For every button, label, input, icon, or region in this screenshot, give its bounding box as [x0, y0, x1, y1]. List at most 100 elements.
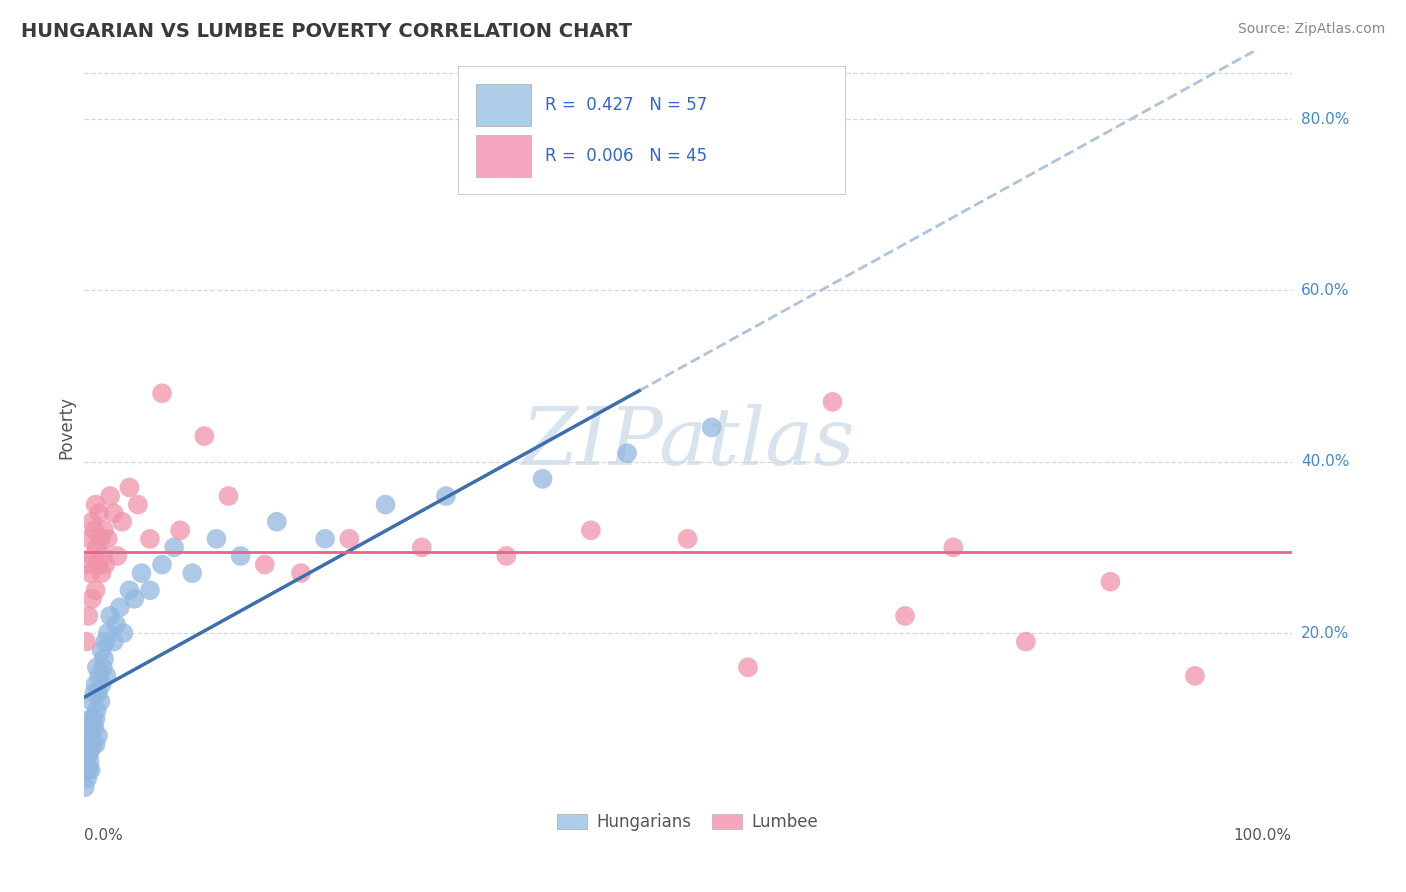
- Point: [434, 489, 457, 503]
- Y-axis label: Poverty: Poverty: [58, 396, 75, 459]
- Point: [82, 738, 104, 752]
- Point: [80, 729, 103, 743]
- Point: [79, 746, 101, 760]
- Point: [75, 763, 97, 777]
- Point: [150, 558, 173, 572]
- Point: [139, 532, 162, 546]
- Point: [531, 472, 554, 486]
- Point: [411, 541, 433, 555]
- Point: [105, 617, 128, 632]
- Text: Source: ZipAtlas.com: Source: ZipAtlas.com: [1237, 22, 1385, 37]
- Point: [75, 634, 97, 648]
- Point: [77, 763, 100, 777]
- Point: [90, 643, 112, 657]
- Text: 100.0%: 100.0%: [1233, 829, 1292, 844]
- Text: ZIPatlas: ZIPatlas: [520, 404, 855, 482]
- Point: [1184, 669, 1206, 683]
- Text: 80.0%: 80.0%: [1302, 112, 1350, 127]
- Point: [86, 541, 108, 555]
- Point: [122, 591, 145, 606]
- Point: [83, 523, 105, 537]
- Point: [98, 489, 121, 503]
- Text: 60.0%: 60.0%: [1302, 283, 1350, 298]
- Point: [103, 506, 125, 520]
- Point: [314, 532, 336, 546]
- Point: [90, 566, 112, 580]
- Point: [118, 480, 141, 494]
- Point: [229, 549, 252, 563]
- Point: [76, 772, 98, 786]
- Point: [77, 729, 100, 743]
- Point: [374, 498, 396, 512]
- Point: [84, 677, 107, 691]
- Point: [86, 660, 108, 674]
- Point: [97, 532, 120, 546]
- Point: [96, 669, 118, 683]
- Point: [131, 566, 153, 580]
- Point: [942, 541, 965, 555]
- Point: [79, 532, 101, 546]
- Point: [90, 677, 112, 691]
- Point: [75, 755, 97, 769]
- FancyBboxPatch shape: [477, 136, 530, 177]
- Point: [253, 558, 276, 572]
- Point: [76, 558, 98, 572]
- Point: [84, 738, 107, 752]
- Point: [89, 532, 111, 546]
- Text: 40.0%: 40.0%: [1302, 454, 1350, 469]
- Point: [94, 558, 117, 572]
- Point: [84, 712, 107, 726]
- Point: [80, 515, 103, 529]
- Point: [98, 608, 121, 623]
- Point: [181, 566, 204, 580]
- Point: [79, 720, 101, 734]
- Point: [80, 738, 103, 752]
- Point: [1015, 634, 1038, 648]
- Point: [87, 729, 110, 743]
- Point: [676, 532, 699, 546]
- Point: [94, 634, 117, 648]
- Point: [82, 549, 104, 563]
- Point: [73, 780, 96, 795]
- Point: [218, 489, 240, 503]
- Point: [80, 695, 103, 709]
- Point: [87, 686, 110, 700]
- Point: [79, 755, 101, 769]
- Point: [139, 583, 162, 598]
- Point: [84, 498, 107, 512]
- Point: [337, 532, 360, 546]
- Legend: Hungarians, Lumbee: Hungarians, Lumbee: [550, 806, 825, 838]
- Point: [111, 515, 134, 529]
- Point: [93, 523, 115, 537]
- Point: [77, 608, 100, 623]
- Point: [89, 669, 111, 683]
- Point: [108, 600, 131, 615]
- Point: [84, 583, 107, 598]
- Text: 20.0%: 20.0%: [1302, 625, 1350, 640]
- Point: [266, 515, 288, 529]
- Text: R =  0.427   N = 57: R = 0.427 N = 57: [546, 96, 707, 114]
- Point: [86, 703, 108, 717]
- Point: [737, 660, 759, 674]
- Point: [163, 541, 186, 555]
- Point: [579, 523, 602, 537]
- Point: [93, 652, 115, 666]
- Point: [83, 720, 105, 734]
- Point: [112, 626, 135, 640]
- Point: [290, 566, 312, 580]
- Point: [82, 712, 104, 726]
- Point: [495, 549, 517, 563]
- Point: [169, 523, 191, 537]
- Text: HUNGARIAN VS LUMBEE POVERTY CORRELATION CHART: HUNGARIAN VS LUMBEE POVERTY CORRELATION …: [21, 22, 633, 41]
- Text: 0.0%: 0.0%: [83, 829, 122, 844]
- Point: [80, 591, 103, 606]
- Point: [89, 695, 111, 709]
- Point: [105, 549, 128, 563]
- Point: [700, 420, 723, 434]
- Point: [80, 712, 103, 726]
- Point: [77, 746, 100, 760]
- Point: [76, 738, 98, 752]
- Point: [80, 566, 103, 580]
- Point: [118, 583, 141, 598]
- FancyBboxPatch shape: [458, 66, 845, 194]
